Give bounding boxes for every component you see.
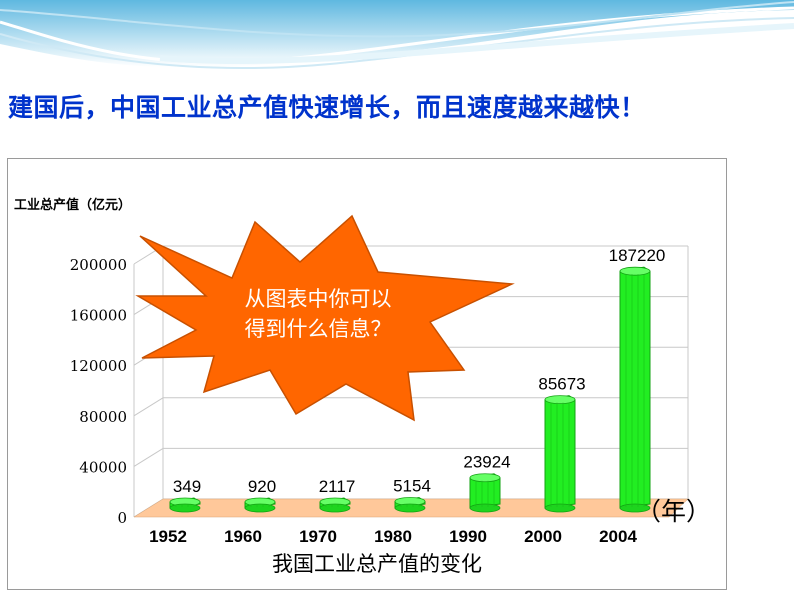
data-label: 2117 [319, 477, 356, 496]
callout-starburst [135, 214, 515, 422]
bar-top [544, 395, 576, 405]
gridline-side [133, 447, 164, 467]
bar [394, 496, 426, 513]
data-label: 85673 [538, 375, 585, 394]
chart-ticks: 0 40000 80000 120000 160000 200000 1952 1960 197… [70, 256, 638, 546]
y-tick-label: 120000 [70, 357, 127, 375]
y-tick-label: 80000 [79, 408, 127, 426]
decorative-wave-banner [0, 0, 794, 70]
callout-line-2: 得到什么信息？ [244, 317, 392, 341]
bar-base [469, 503, 501, 513]
y-tick-label: 160000 [70, 307, 127, 325]
x-tick-label: 1960 [224, 527, 262, 546]
y-tick-label: 200000 [70, 256, 127, 274]
bar-top [469, 473, 501, 483]
bar-base [394, 503, 426, 513]
x-axis-unit-label: （年） [636, 497, 712, 526]
y-axis-label: 工业总产值（亿元） [14, 198, 132, 213]
chart-bars: 349 920 2117 5154 23924 85673 187220 [169, 246, 666, 513]
bar-base [619, 503, 651, 513]
bar-base [244, 503, 276, 513]
bar-body [544, 395, 576, 509]
bar [244, 497, 276, 513]
bar [544, 395, 576, 513]
x-tick-label: 1970 [299, 527, 337, 546]
x-tick-label: 1980 [374, 527, 412, 546]
data-label: 187220 [609, 246, 666, 265]
bar [169, 497, 201, 513]
bar [469, 473, 501, 513]
data-label: 920 [248, 477, 276, 496]
y-tick-label: 40000 [79, 458, 127, 476]
bar-base [544, 503, 576, 513]
callout-line-1: 从图表中你可以 [244, 287, 392, 311]
data-label: 23924 [463, 453, 510, 472]
bar [619, 266, 651, 513]
page-headline: 建国后，中国工业总产值快速增长，而且速度越来越快！ [8, 93, 646, 122]
x-tick-label: 2004 [599, 527, 637, 546]
bar-base [169, 503, 201, 513]
data-label: 349 [173, 477, 201, 496]
x-tick-label: 2000 [524, 527, 562, 546]
x-tick-label: 1990 [449, 527, 487, 546]
bar-top [619, 266, 651, 276]
bar [319, 497, 351, 513]
y-tick-label: 0 [117, 509, 127, 527]
callout-starburst-shape [135, 214, 515, 422]
data-label: 5154 [393, 476, 431, 495]
bar-body [619, 266, 651, 509]
bar-base [319, 503, 351, 513]
gridline-side [133, 397, 164, 417]
x-tick-label: 1952 [149, 527, 187, 546]
chart-title: 我国工业总产值的变化 [272, 552, 482, 576]
callout-text: 从图表中你可以 得到什么信息？ [218, 284, 418, 344]
